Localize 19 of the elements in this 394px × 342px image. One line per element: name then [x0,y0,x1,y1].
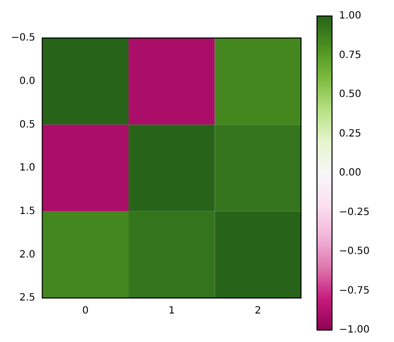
y-tick-label: 0.0 [19,76,36,87]
color-bar-label: −0.25 [339,206,370,218]
y-tick-label: 1.0 [19,162,36,174]
x-tick-label: 0 [82,306,89,317]
color-bar-label: −0.75 [339,285,370,296]
color-bar-label: −1.00 [339,324,370,336]
color-bar-label: 0.75 [339,50,362,61]
color-bar-label: −0.50 [339,246,370,258]
x-tick-label: 2 [254,306,262,317]
y-tick-label: 0.5 [19,119,36,130]
color-bar-label: 0.50 [339,89,362,100]
x-tick-label: 1 [168,306,175,317]
color-bar-label: 0.25 [339,128,362,140]
y-tick-label: −0.5 [10,32,36,44]
color-bar-label: 0.00 [339,168,362,179]
y-tick-label: 2.5 [19,292,36,304]
color-bar-label: 1.00 [339,10,362,22]
y-tick-label: 2.0 [19,249,36,260]
y-tick-label: 1.5 [19,206,36,217]
